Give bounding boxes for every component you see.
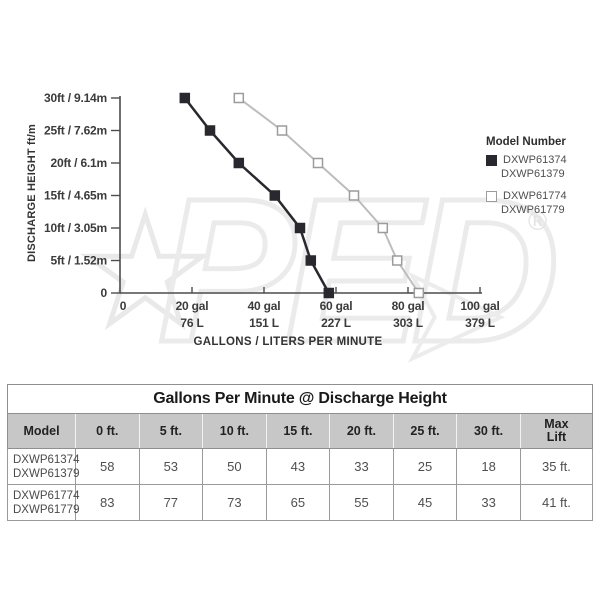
x-tick-label: 0 xyxy=(120,299,127,313)
y-tick-label: 5ft / 1.52m xyxy=(51,254,108,268)
filled-square-marker xyxy=(294,222,306,234)
x-tick-label-liters: 303 L xyxy=(393,316,423,330)
value-cell: 33 xyxy=(456,484,521,521)
x-tick-label: 20 gal xyxy=(176,299,209,313)
open-square-marker xyxy=(312,157,324,169)
open-square-marker xyxy=(377,222,389,234)
chart-legend: Model Number DXWP61374 DXWP61379 DXWP617… xyxy=(486,136,567,225)
value-cell: 55 xyxy=(329,484,394,521)
value-cell: 53 xyxy=(138,448,204,485)
gpm-table-body: DXWP61374 DXWP61379 58 53 50 43 33 25 18 35 ft. D… xyxy=(7,448,594,521)
x-tick-label: 40 gal xyxy=(248,299,281,313)
value-cell: 45 xyxy=(392,484,458,521)
column-header: 15 ft. xyxy=(265,413,331,449)
x-tick-label: 60 gal xyxy=(320,299,353,313)
open-square-marker-icon xyxy=(486,190,497,202)
legend-label: DXWP61374 xyxy=(503,154,567,166)
legend-title: Model Number xyxy=(486,136,566,148)
y-tick-label: 10ft / 3.05m xyxy=(44,221,107,235)
x-tick-label: 100 gal xyxy=(460,299,499,313)
value-cell: 41 ft. xyxy=(519,484,594,521)
value-cell: 77 xyxy=(138,484,204,521)
value-cell: 18 xyxy=(456,448,521,485)
column-header: Model xyxy=(7,413,76,449)
performance-curve-svg: 0 5ft / 1.52m 10ft / 3.05m 15ft / 4.65m 20ft… xyxy=(44,91,500,330)
x-tick-label-liters: 151 L xyxy=(249,316,279,330)
value-cell: 65 xyxy=(265,484,331,521)
filled-square-marker xyxy=(233,157,245,169)
y-tick-label: 30ft / 9.14m xyxy=(44,91,107,105)
value-cell: 58 xyxy=(75,448,140,485)
column-header: Max Lift xyxy=(519,413,594,449)
column-header: 10 ft. xyxy=(202,413,267,449)
legend-label: DXWP61379 xyxy=(501,168,565,180)
legend-label: DXWP61779 xyxy=(501,204,565,216)
column-header: 30 ft. xyxy=(456,413,521,449)
filled-square-marker xyxy=(204,125,216,136)
open-square-marker xyxy=(233,92,245,104)
y-tick-label: 25ft / 7.62m xyxy=(44,124,107,138)
value-cell: 83 xyxy=(75,484,140,521)
open-square-marker xyxy=(348,190,360,201)
table-title: Gallons Per Minute @ Discharge Height xyxy=(7,384,593,414)
legend-entry: DXWP61774 DXWP61779 xyxy=(486,189,567,217)
x-axis-title: GALLONS / LITERS PER MINUTE xyxy=(193,336,383,348)
legend-entry: DXWP61374 DXWP61379 xyxy=(486,153,567,181)
value-cell: 33 xyxy=(329,448,394,485)
filled-square-marker xyxy=(305,255,317,266)
y-axis-title: DISCHARGE HEIGHT ft/m xyxy=(26,123,38,263)
value-cell: 73 xyxy=(202,484,267,521)
value-cell: 35 ft. xyxy=(519,448,594,485)
filled-square-marker xyxy=(269,190,281,201)
x-tick-label-liters: 379 L xyxy=(465,316,495,330)
series-line xyxy=(238,97,420,294)
legend-label: DXWP61774 xyxy=(503,190,567,202)
table-row: DXWP61374 DXWP61379 58 53 50 43 33 25 18 35 ft. xyxy=(7,448,594,485)
model-cell: DXWP61374 DXWP61379 xyxy=(7,448,79,485)
gpm-table: Gallons Per Minute @ Discharge Height Mod… xyxy=(7,384,594,521)
column-header: 0 ft. xyxy=(75,413,140,449)
y-tick-label: 20ft / 6.1m xyxy=(51,156,108,170)
open-square-marker xyxy=(276,125,288,136)
x-tick-label-liters: 76 L xyxy=(180,316,203,330)
table-row: DXWP61774 DXWP61779 83 77 73 65 55 45 33 41 ft. xyxy=(7,484,594,521)
column-header: 5 ft. xyxy=(138,413,204,449)
filled-square-marker xyxy=(323,287,335,299)
y-tick-label: 15ft / 4.65m xyxy=(44,189,107,203)
gpm-table-container: Gallons Per Minute @ Discharge Height Mod… xyxy=(7,384,594,521)
filled-square-marker-icon xyxy=(486,154,497,166)
filled-square-marker xyxy=(179,92,191,104)
x-tick-label: 80 gal xyxy=(392,299,425,313)
gpm-table-head: Gallons Per Minute @ Discharge Height Mod… xyxy=(7,384,594,449)
column-header: 20 ft. xyxy=(329,413,394,449)
value-cell: 25 xyxy=(392,448,458,485)
x-tick-label-liters: 227 L xyxy=(321,316,351,330)
y-tick-label: 0 xyxy=(101,286,108,300)
value-cell: 50 xyxy=(202,448,267,485)
discharge-height-chart: 0 5ft / 1.52m 10ft / 3.05m 15ft / 4.65m 20ft… xyxy=(26,91,567,348)
open-square-marker xyxy=(413,287,425,299)
column-header: 25 ft. xyxy=(392,413,458,449)
model-cell: DXWP61774 DXWP61779 xyxy=(7,484,79,521)
open-square-marker xyxy=(391,255,403,266)
value-cell: 43 xyxy=(265,448,331,485)
